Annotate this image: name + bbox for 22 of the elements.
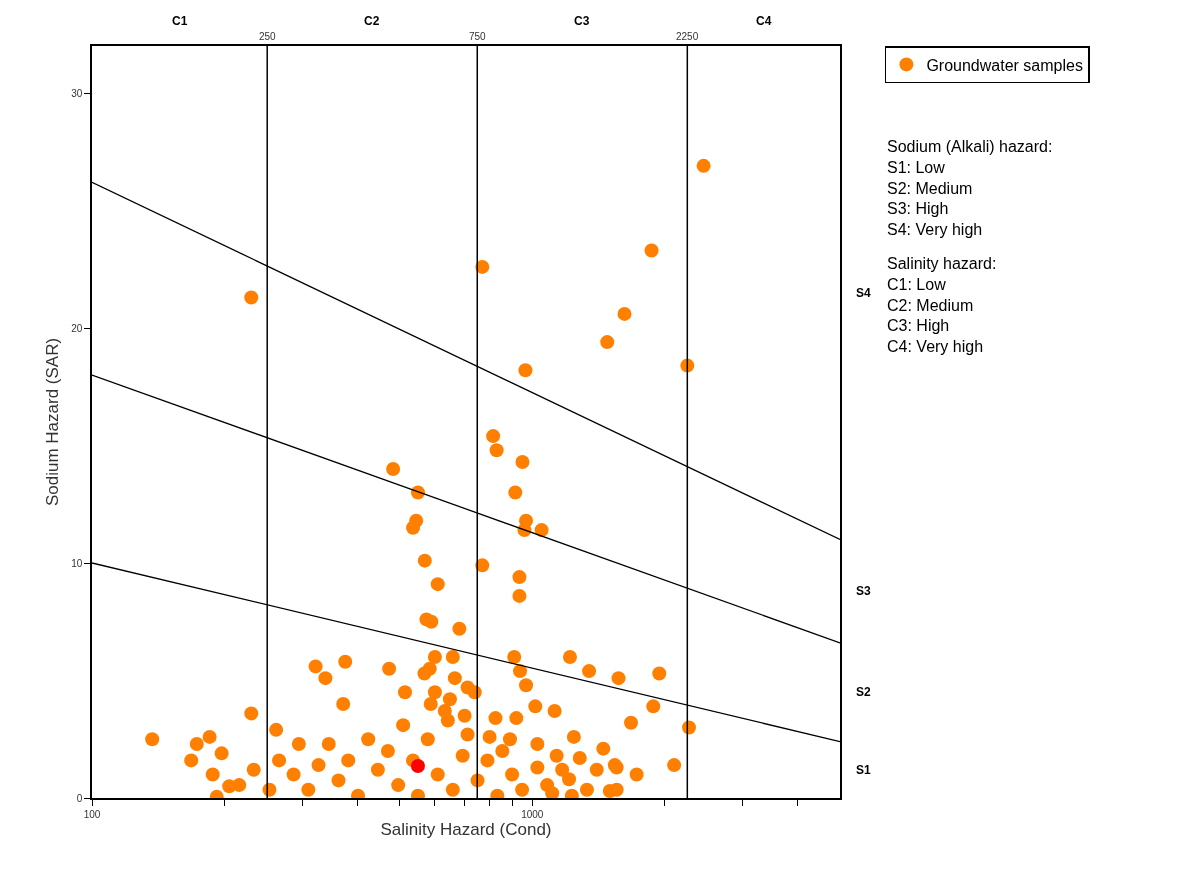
legend-label: Groundwater samples [926,56,1083,74]
y-tick-label: 20 [71,322,83,334]
text: C4 [756,14,772,28]
ref-line-label: 250 [259,31,277,42]
y-tick-label: 30 [71,87,83,99]
ref-line-label: 2250 [676,31,699,42]
y-axis-title: Sodium Hazard (SAR) [43,337,63,507]
y-tick-label: 10 [71,557,83,569]
text: Salinity hazard: C1: Low C2: Medium C3: High C4: Very high [887,255,997,356]
text: C3 [574,14,590,28]
text: S2 [856,685,871,699]
text: C2 [364,14,380,28]
y-tick-label: 0 [76,792,83,804]
x-tick-label: 1000 [521,808,544,820]
x-tick-label: 100 [83,808,101,820]
x-axis-title: Salinity Hazard (Cond) [380,819,552,839]
ref-line-label: 750 [469,31,487,42]
text: S4 [856,286,871,300]
text: S1 [856,763,871,777]
text: Sodium (Alkali) hazard: S1: Low S2: Medium S3: High S4: Very high [887,138,1053,239]
text: S3 [856,584,871,598]
text: C1 [172,14,188,28]
